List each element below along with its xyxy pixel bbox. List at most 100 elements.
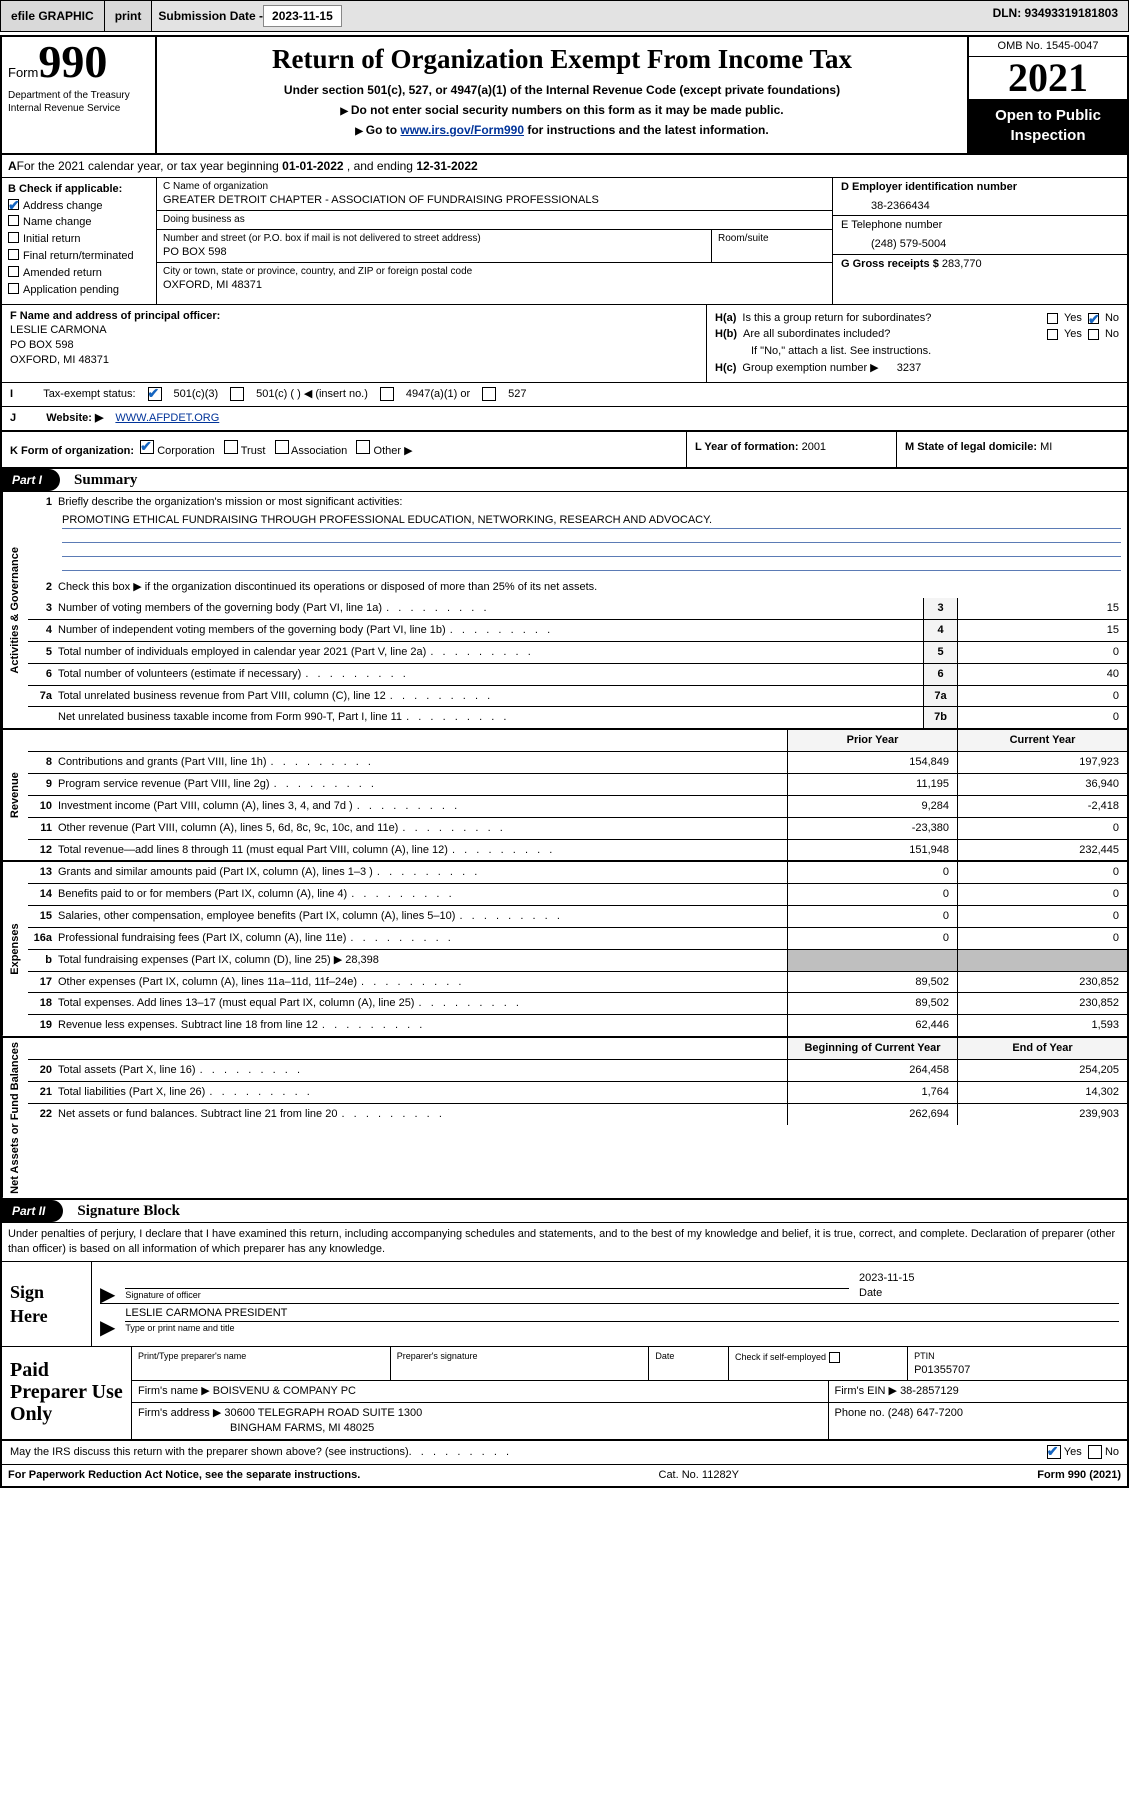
p1-desc: Other revenue (Part VIII, column (A), li… xyxy=(56,818,787,839)
p1-val-curr: 0 xyxy=(957,928,1127,949)
efile-graphic-button[interactable]: efile GRAPHIC xyxy=(1,1,105,31)
p1-val-prior: 9,284 xyxy=(787,796,957,817)
no: No xyxy=(1105,1445,1119,1460)
print-label: print xyxy=(115,8,142,24)
p1-desc: Total expenses. Add lines 13–17 (must eq… xyxy=(56,993,787,1014)
checkbox-icon[interactable] xyxy=(1088,329,1099,340)
paid-preparer-label: Paid Preparer Use Only xyxy=(2,1347,132,1439)
G-value: 283,770 xyxy=(942,258,982,270)
A-mid: , and ending xyxy=(347,159,416,173)
chk-address-change[interactable]: Address change xyxy=(8,199,150,214)
checkbox-icon[interactable] xyxy=(1088,313,1099,324)
mission-line xyxy=(62,529,1121,543)
p1-val-prior: 0 xyxy=(787,906,957,927)
p1-desc: Total liabilities (Part X, line 26) xyxy=(56,1082,787,1103)
p1-desc: Program service revenue (Part VIII, line… xyxy=(56,774,787,795)
checkbox-icon[interactable] xyxy=(148,387,162,401)
checkbox-icon[interactable] xyxy=(140,440,154,454)
checkbox-icon[interactable] xyxy=(1047,313,1058,324)
Hc-value: 3237 xyxy=(897,361,921,376)
checkbox-icon xyxy=(8,266,19,277)
I-label: Tax-exempt status: xyxy=(43,387,135,402)
part2-tag: Part II xyxy=(2,1200,63,1222)
p1-num: 5 xyxy=(28,642,56,663)
checkbox-icon[interactable] xyxy=(1047,1445,1061,1459)
C-name-label: C Name of organization xyxy=(163,180,826,194)
p1-val-prior: -23,380 xyxy=(787,818,957,839)
form-header: Form 990 Department of the Treasury Inte… xyxy=(2,37,1127,154)
checkbox-icon[interactable] xyxy=(275,440,289,454)
mission-text: PROMOTING ETHICAL FUNDRAISING THROUGH PR… xyxy=(62,513,1121,530)
chk-amended-return[interactable]: Amended return xyxy=(8,266,150,281)
chk-label: Initial return xyxy=(23,232,80,247)
arrow-icon: ▶ xyxy=(100,1322,115,1334)
form-subtitle-3: ▶ Go to www.irs.gov/Form990 for instruct… xyxy=(165,122,959,139)
K-opt: Trust xyxy=(241,445,266,457)
no: No xyxy=(1105,311,1119,326)
p1-num: 1 xyxy=(28,492,56,513)
chk-label: Name change xyxy=(23,215,92,230)
shade-cell xyxy=(957,950,1127,971)
p1-row-2: 2 Check this box ▶ if the organization d… xyxy=(28,577,1127,598)
p1-val-curr: 0 xyxy=(957,818,1127,839)
p1-num: b xyxy=(28,950,56,971)
checkbox-icon[interactable] xyxy=(380,387,394,401)
firm-name-value: BOISVENU & COMPANY PC xyxy=(213,1385,356,1397)
side-label-governance: Activities & Governance xyxy=(2,492,28,729)
p1-row: Net unrelated business taxable income fr… xyxy=(28,707,1127,728)
A-end: 12-31-2022 xyxy=(416,159,477,173)
p1-netassets: Net Assets or Fund Balances Beginning of… xyxy=(2,1038,1127,1200)
checkbox-icon[interactable] xyxy=(1047,329,1058,340)
website-link[interactable]: WWW.AFPDET.ORG xyxy=(115,411,219,426)
p1-row: 18 Total expenses. Add lines 13–17 (must… xyxy=(28,993,1127,1015)
I-opt1: 501(c)(3) xyxy=(174,387,219,402)
chk-name-change[interactable]: Name change xyxy=(8,215,150,230)
row-A-tax-year: AFor the 2021 calendar year, or tax year… xyxy=(2,155,1127,178)
form990-link[interactable]: www.irs.gov/Form990 xyxy=(400,123,524,137)
p1-desc: Total assets (Part X, line 16) xyxy=(56,1060,787,1081)
col-F: F Name and address of principal officer:… xyxy=(2,305,707,382)
mission-line xyxy=(62,543,1121,557)
part2-header: Part II Signature Block xyxy=(2,1200,1127,1223)
C-suite: Room/suite xyxy=(712,230,832,262)
p1-val: 15 xyxy=(957,620,1127,641)
p1-num: 20 xyxy=(28,1060,56,1081)
checkbox-icon xyxy=(8,232,19,243)
prep-name: Print/Type preparer's name xyxy=(132,1347,391,1380)
chk-final-return[interactable]: Final return/terminated xyxy=(8,249,150,264)
hdr-curr: Current Year xyxy=(957,730,1127,751)
sign-right: ▶ Signature of officer 2023-11-15 Date ▶… xyxy=(92,1262,1127,1347)
p1-num: 18 xyxy=(28,993,56,1014)
chk-application-pending[interactable]: Application pending xyxy=(8,283,150,298)
p1-val-prior: 262,694 xyxy=(787,1104,957,1125)
A-begin: 01-01-2022 xyxy=(282,159,343,173)
E-label: E Telephone number xyxy=(841,218,1119,233)
checkbox-icon[interactable] xyxy=(230,387,244,401)
inline-val: 28,398 xyxy=(345,954,379,966)
p1-desc: Number of voting members of the governin… xyxy=(56,598,923,619)
checkbox-icon[interactable] xyxy=(356,440,370,454)
checkbox-icon[interactable] xyxy=(829,1352,840,1363)
sig-date-col: 2023-11-15 Date xyxy=(859,1271,1119,1301)
p1-val-curr: 232,445 xyxy=(957,840,1127,861)
chk-initial-return[interactable]: Initial return xyxy=(8,232,150,247)
p1-desc: Investment income (Part VIII, column (A)… xyxy=(56,796,787,817)
checkbox-icon[interactable] xyxy=(1088,1445,1102,1459)
prep-sig: Preparer's signature xyxy=(391,1347,650,1380)
p1-row: 14 Benefits paid to or for members (Part… xyxy=(28,884,1127,906)
chk-label: Amended return xyxy=(23,266,102,281)
checkbox-icon xyxy=(8,249,19,260)
M-label: M State of legal domicile: xyxy=(905,441,1037,453)
checkbox-icon[interactable] xyxy=(482,387,496,401)
p1-val-prior: 62,446 xyxy=(787,1015,957,1036)
form-header-right: OMB No. 1545-0047 2021 Open to Public In… xyxy=(967,37,1127,152)
topbar: efile GRAPHIC print Submission Date - 20… xyxy=(0,0,1129,32)
print-button[interactable]: print xyxy=(105,1,153,31)
mission-block: PROMOTING ETHICAL FUNDRAISING THROUGH PR… xyxy=(28,513,1127,578)
arrow-icon: ▶ xyxy=(100,1289,115,1301)
p1-val-curr: 230,852 xyxy=(957,993,1127,1014)
p1-desc: Total number of individuals employed in … xyxy=(56,642,923,663)
p1-row: 10 Investment income (Part VIII, column … xyxy=(28,796,1127,818)
checkbox-icon[interactable] xyxy=(224,440,238,454)
paid-preparer-block: Paid Preparer Use Only Print/Type prepar… xyxy=(2,1347,1127,1441)
